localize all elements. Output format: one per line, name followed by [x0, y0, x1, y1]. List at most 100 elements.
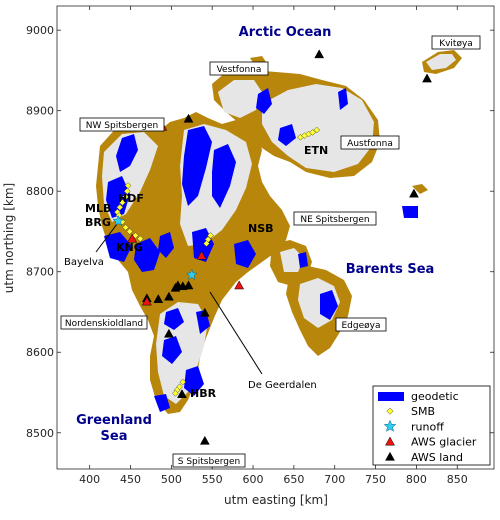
region-ne-spitsbergen: NE Spitsbergen — [300, 215, 369, 225]
sea-label-barents: Barents Sea — [346, 262, 435, 277]
geodetic-patch — [320, 290, 338, 320]
small-island — [412, 184, 428, 194]
sea-label-arctic: Arctic Ocean — [239, 25, 332, 40]
region-nordenskioldland: Nordenskioldland — [65, 319, 143, 329]
place-labels: Bayelva De Geerdalen — [64, 257, 317, 391]
sea-label-greenland-2: Sea — [101, 429, 128, 444]
smb-marker — [126, 228, 134, 235]
legend-label-awsglacier: AWS glacier — [411, 436, 477, 449]
y-tick-label: 8800 — [26, 185, 54, 198]
smb-marker — [124, 182, 132, 189]
aws-land-marker — [409, 188, 419, 198]
site-kng: KNG — [116, 241, 143, 254]
geodetic-patch — [104, 232, 132, 262]
smb-marker — [122, 224, 129, 231]
edge-box — [335, 317, 387, 332]
aws-glacier-marker — [234, 280, 245, 290]
vestfonna-box — [209, 61, 269, 76]
x-tick-label: 400 — [79, 473, 100, 486]
pointer-lines — [95, 219, 263, 375]
aws-land-marker — [177, 281, 188, 291]
region-labels: Kvitøya Vestfonna NW Spitsbergen Austfon… — [60, 35, 481, 468]
smb-marker — [179, 378, 187, 386]
region-s-spitsbergen: S Spitsbergen — [178, 457, 240, 467]
y-tick-label: 8500 — [26, 427, 54, 440]
site-labels: ETN HDF MLB BRG KNG NSB HBR — [85, 144, 328, 400]
x-tick-label: 450 — [120, 473, 141, 486]
aws-land-marker — [183, 280, 194, 290]
smb-marker — [309, 129, 317, 136]
aws-land-marker — [422, 73, 432, 83]
geodetic-patch — [158, 232, 174, 258]
smb-marker — [116, 203, 124, 211]
smb-marker — [123, 187, 131, 195]
aws-glacier-marker — [196, 250, 207, 260]
runoff-marker — [112, 214, 125, 226]
site-hdf: HDF — [118, 192, 144, 205]
y-tick-label: 8600 — [26, 346, 54, 359]
geodetic-patch — [154, 394, 170, 412]
x-tick-label: 550 — [202, 473, 223, 486]
geodetic-patch — [298, 252, 308, 268]
aws-land-marker — [314, 49, 325, 59]
x-tick-label: 850 — [447, 473, 468, 486]
geodetic-patch — [184, 366, 204, 396]
x-tick-label: 600 — [243, 473, 264, 486]
aws-land-marker — [170, 282, 181, 292]
smb-marker — [203, 240, 210, 247]
stations-layer — [112, 49, 432, 445]
y-axis-label: utm northing [km] — [2, 183, 16, 293]
nord-box — [60, 315, 148, 330]
legend-swatch-runoff — [383, 419, 397, 432]
nw-box — [79, 117, 165, 132]
region-edgeoya: Edgeøya — [342, 321, 381, 331]
smb-marker — [207, 232, 214, 239]
region-vestfonna: Vestfonna — [217, 65, 262, 75]
aws-land-marker — [153, 294, 164, 303]
degeerdalen-pointer — [209, 291, 263, 375]
region-kvitoya: Kvitøya — [439, 39, 473, 49]
x-tick-label: 750 — [365, 473, 386, 486]
site-etn: ETN — [304, 144, 328, 157]
geodetic-patch — [134, 238, 160, 272]
geodetic-patch — [162, 336, 182, 364]
site-brg: BRG — [85, 216, 111, 229]
legend-label-runoff: runoff — [411, 420, 444, 433]
ne-box — [293, 211, 377, 226]
place-bayelva: Bayelva — [64, 257, 104, 268]
smb-marker — [313, 126, 321, 134]
legend-label-smb: SMB — [411, 405, 435, 418]
geodetic-patch — [116, 134, 138, 172]
aws-land-marker — [183, 113, 194, 123]
kvitoya-ice — [426, 54, 456, 70]
smb-marker — [122, 193, 129, 201]
legend-swatch-geodetic — [378, 392, 404, 401]
x-tick-label: 800 — [406, 473, 427, 486]
ssp-box — [172, 453, 246, 468]
smb-marker — [172, 389, 179, 397]
legend-label-awsland: AWS land — [411, 451, 463, 464]
x-tick-label: 500 — [161, 473, 182, 486]
geodetic-patch — [256, 88, 272, 114]
axes: 400 450 500 550 600 650 700 750 800 850 8500 8600 87… — [26, 5, 495, 486]
y-tick-label: 8700 — [26, 266, 54, 279]
aws-land-marker — [199, 435, 210, 445]
geodetic-patch — [402, 206, 418, 218]
smb-marker — [136, 235, 144, 243]
site-mlb: MLB — [85, 202, 111, 215]
geodetic-patch — [212, 144, 236, 208]
legend-swatch-awsglacier — [385, 436, 395, 446]
x-tick-label: 650 — [283, 473, 304, 486]
axes-frame — [56, 5, 495, 470]
austfonna-box — [340, 135, 400, 150]
site-nsb: NSB — [248, 222, 274, 235]
runoff-marker — [185, 268, 198, 280]
geodetic-patch — [278, 124, 296, 146]
y-tick-label: 8900 — [26, 105, 54, 118]
place-degeerdalen: De Geerdalen — [248, 380, 317, 391]
geodetic-patch — [234, 240, 256, 268]
south-ice — [156, 302, 208, 404]
aws-glacier-marker — [141, 296, 152, 306]
